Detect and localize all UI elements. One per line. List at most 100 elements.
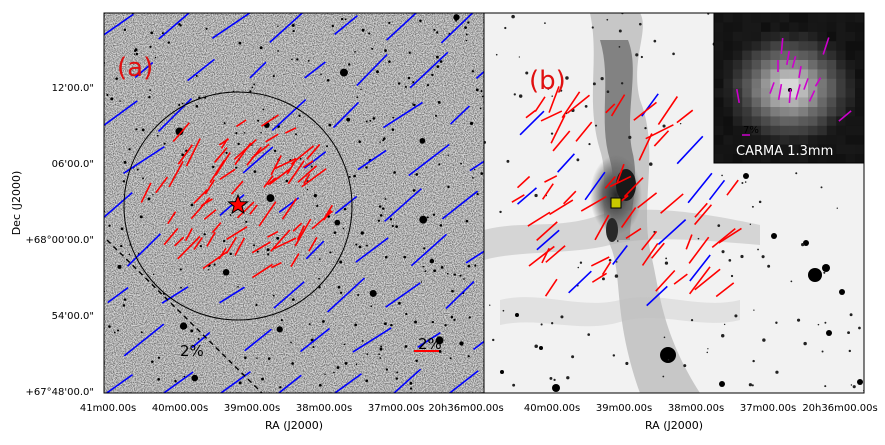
inset-pixel <box>845 50 856 61</box>
star-dot <box>316 204 319 207</box>
inset-pixel <box>845 125 856 136</box>
star-dot <box>423 247 426 250</box>
star-dot <box>808 268 822 282</box>
inset-pixel <box>808 60 818 70</box>
star-dot <box>741 181 744 184</box>
panel-b: (b) 7% CARMA 1.3mm <box>483 12 865 394</box>
star-dot <box>752 359 755 363</box>
star-dot <box>464 26 467 30</box>
inset-pixel <box>742 69 752 80</box>
inset-pixel <box>779 88 790 98</box>
star-dot <box>612 354 616 357</box>
polarization-vector-magenta <box>798 65 802 79</box>
inset-pixel <box>779 125 790 136</box>
inset-pixel <box>770 78 781 89</box>
star-dot <box>328 123 332 127</box>
inset-pixel <box>723 60 734 70</box>
star-dot <box>276 326 283 333</box>
inset-pixel <box>770 97 781 108</box>
polarization-vector-blue <box>303 151 327 169</box>
inset-pixel <box>789 22 799 33</box>
inset-pixel <box>808 22 818 33</box>
star-dot <box>618 29 622 33</box>
star-dot <box>266 194 275 203</box>
polarization-vector-red <box>281 198 298 220</box>
star-dot <box>307 59 310 62</box>
star-dot <box>261 377 264 381</box>
polarization-vector-blue <box>383 101 423 129</box>
star-dot <box>295 133 298 136</box>
polarization-vector-red <box>540 110 563 122</box>
polarization-vector-red <box>718 227 742 244</box>
star-dot <box>322 320 325 323</box>
polarization-vector-red <box>303 173 311 185</box>
star-dot <box>244 356 247 359</box>
star-dot <box>446 272 449 275</box>
star-dot <box>502 309 505 312</box>
star-dot <box>620 82 624 85</box>
polarization-vector-blue <box>536 229 560 251</box>
inset-pixel <box>779 22 790 33</box>
polarization-vector-red <box>292 222 303 232</box>
polarization-vector-magenta <box>735 88 741 104</box>
inset-pixel <box>732 97 743 108</box>
star-dot <box>378 205 382 208</box>
star-dot <box>376 70 379 74</box>
inset-pixel <box>855 116 864 127</box>
star-dot <box>391 128 395 131</box>
inset-pixel <box>751 144 762 155</box>
square-marker-icon <box>610 197 622 209</box>
star-dot <box>253 244 256 247</box>
inset-pixel <box>761 107 771 117</box>
star-dot <box>179 268 182 271</box>
star-dot <box>174 379 177 383</box>
inset-pixel <box>732 144 743 155</box>
star-dot <box>397 82 401 85</box>
star-dot <box>371 47 374 50</box>
star-dot <box>134 48 138 52</box>
inset: 7% CARMA 1.3mm <box>713 12 865 164</box>
star-dot <box>147 197 151 201</box>
polarization-vector-red <box>566 94 590 114</box>
inset-pixel <box>770 107 781 117</box>
star-dot <box>824 385 827 388</box>
star-dot <box>492 338 495 342</box>
inset-pixel <box>779 41 790 51</box>
polarization-vector-blue <box>249 61 267 79</box>
inset-pixel <box>770 154 781 163</box>
star-dot <box>342 227 345 230</box>
inset-pixel <box>751 31 762 42</box>
star-dot <box>566 376 570 380</box>
inset-pixel <box>789 50 799 61</box>
star-dot <box>361 28 365 32</box>
star-dot <box>222 269 230 276</box>
x-tick-label-b: 20h36m00.00s <box>802 403 877 414</box>
star-dot <box>108 224 111 227</box>
polarization-vector-blue <box>646 285 668 307</box>
polarization-vector-blue <box>162 371 194 393</box>
inset-pixel <box>723 41 734 51</box>
inset-pixel <box>845 97 856 108</box>
polarization-vector-blue <box>392 368 422 393</box>
inset-pixel <box>714 144 724 155</box>
inset-pixel <box>817 41 828 51</box>
star-dot <box>299 157 302 160</box>
inset-pixel <box>742 31 752 42</box>
star-dot <box>320 73 322 76</box>
star-dot <box>372 117 376 120</box>
inset-pixel <box>817 154 828 163</box>
panel-a-dashed-scale-text: 2% <box>180 342 204 360</box>
star-dot <box>318 258 321 261</box>
x-axis-label-a: RA (J2000) <box>265 419 323 432</box>
star-dot <box>141 128 145 132</box>
polarization-vector-red <box>641 243 659 266</box>
inset-pixel <box>855 88 864 98</box>
inset-pixel <box>723 125 734 136</box>
star-dot <box>512 383 516 387</box>
polarization-vector-red <box>323 209 332 221</box>
star-dot <box>356 96 359 98</box>
polarization-vector-red <box>260 114 279 127</box>
inset-pixel <box>845 22 856 33</box>
polarization-vector-blue <box>134 61 154 79</box>
